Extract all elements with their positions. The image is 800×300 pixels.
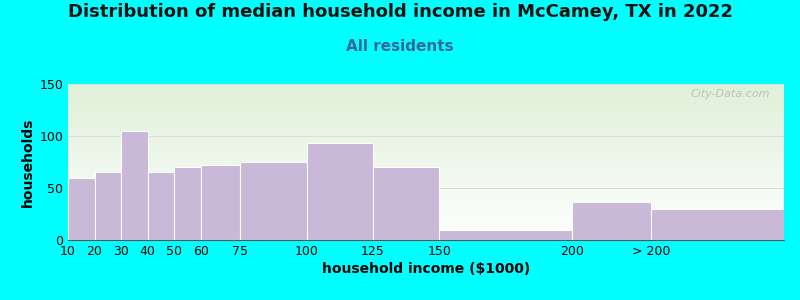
Bar: [68, 178, 94, 240]
Bar: [306, 143, 373, 240]
Bar: [201, 165, 240, 240]
Text: All residents: All residents: [346, 39, 454, 54]
Bar: [651, 209, 784, 240]
Y-axis label: households: households: [21, 117, 35, 207]
Bar: [147, 172, 174, 240]
Bar: [572, 202, 651, 240]
Bar: [240, 162, 306, 240]
Text: Distribution of median household income in McCamey, TX in 2022: Distribution of median household income …: [67, 3, 733, 21]
Bar: [94, 172, 121, 240]
Text: City-Data.com: City-Data.com: [690, 89, 770, 99]
Bar: [121, 131, 147, 240]
Bar: [373, 167, 439, 240]
Bar: [174, 167, 201, 240]
X-axis label: household income ($1000): household income ($1000): [322, 262, 530, 276]
Bar: [439, 230, 572, 240]
